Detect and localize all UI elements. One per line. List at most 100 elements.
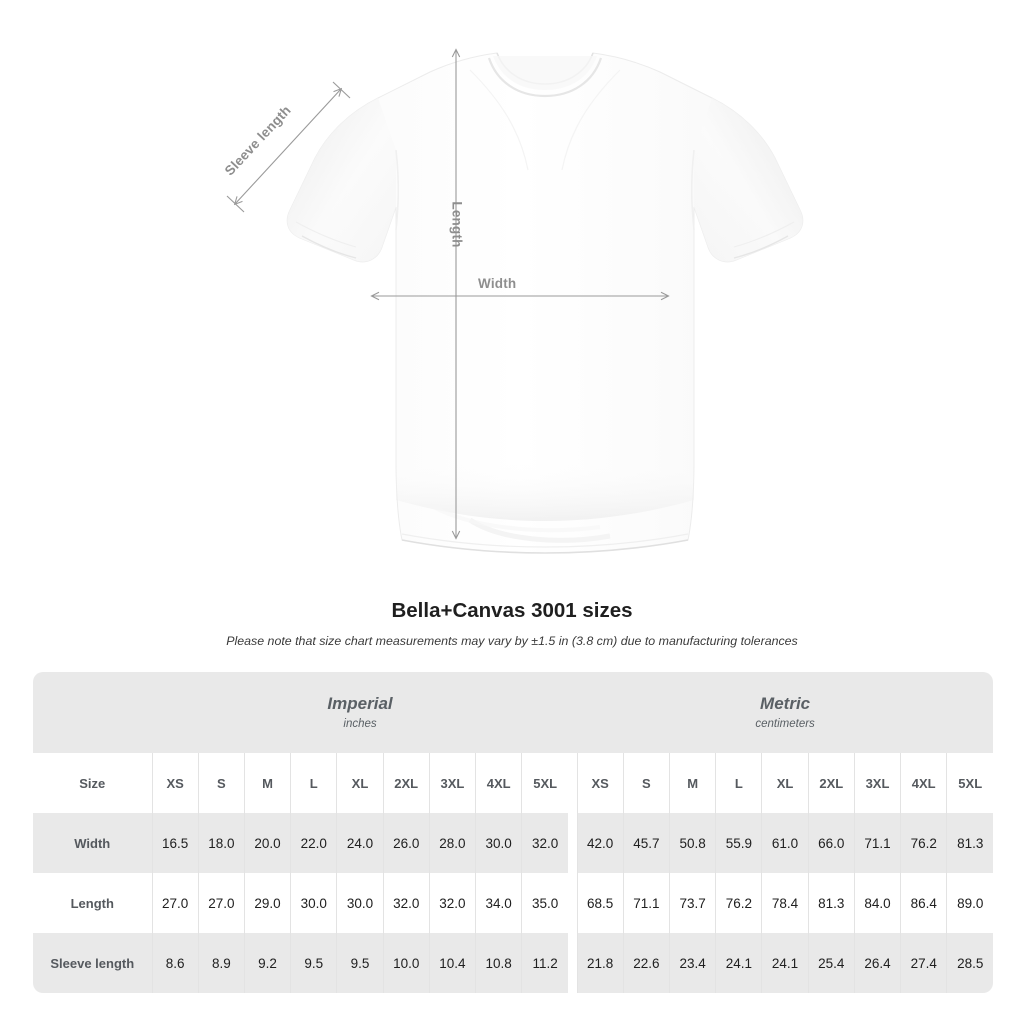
cell-width-imperial-3xl: 28.0 <box>428 813 476 873</box>
size-header-metric-2xl: 2XL <box>807 753 855 813</box>
cell-width-metric-xl: 61.0 <box>761 813 809 873</box>
cell-sleeve-length-imperial-2xl: 10.0 <box>382 933 430 993</box>
size-header-imperial-2xl: 2XL <box>382 753 430 813</box>
unit-banner-spacer <box>33 672 152 753</box>
row-gap <box>568 873 578 933</box>
size-header-metric-s: S <box>622 753 670 813</box>
cell-width-imperial-xl: 24.0 <box>336 813 384 873</box>
row-gap <box>568 813 578 873</box>
cell-length-imperial-2xl: 32.0 <box>382 873 430 933</box>
cell-sleeve-length-metric-m: 23.4 <box>668 933 716 993</box>
cell-length-metric-2xl: 81.3 <box>807 873 855 933</box>
cell-length-metric-l: 76.2 <box>715 873 762 933</box>
tolerance-note: Please note that size chart measurements… <box>226 634 798 648</box>
cell-length-metric-xs: 68.5 <box>576 873 624 933</box>
cell-width-metric-m: 50.8 <box>668 813 716 873</box>
cell-sleeve-length-metric-5xl: 28.5 <box>946 933 994 993</box>
cell-width-metric-l: 55.9 <box>715 813 762 873</box>
unit-group-name: Imperial <box>327 694 393 713</box>
cell-sleeve-length-metric-4xl: 27.4 <box>900 933 947 993</box>
row-label-length: Length <box>33 873 152 933</box>
cell-sleeve-length-metric-s: 22.6 <box>622 933 670 993</box>
unit-group-unit: centimeters <box>755 718 815 730</box>
size-header-metric-4xl: 4XL <box>900 753 947 813</box>
cell-width-imperial-m: 20.0 <box>243 813 291 873</box>
table-row: Sleeve length 8.6 8.9 9.2 9.5 9.5 10.0 10.4 10.8… <box>33 933 994 993</box>
size-header-imperial-xs: XS <box>151 753 199 813</box>
cell-length-imperial-m: 29.0 <box>243 873 291 933</box>
unit-banner-row: Imperial inches Metric centimeters <box>33 672 994 753</box>
cell-width-metric-2xl: 66.0 <box>807 813 855 873</box>
cell-length-metric-5xl: 89.0 <box>946 873 994 933</box>
size-header-gap <box>568 753 578 813</box>
unit-group-unit: inches <box>343 718 377 730</box>
length-label: Length <box>449 201 465 248</box>
sleeve-length-arrow <box>226 81 351 213</box>
cell-width-imperial-5xl: 32.0 <box>521 813 569 873</box>
size-header-imperial-xl: XL <box>336 753 384 813</box>
cell-sleeve-length-metric-xs: 21.8 <box>576 933 624 993</box>
tshirt-diagram: Sleeve length Length Width <box>222 0 804 554</box>
cell-width-imperial-xs: 16.5 <box>151 813 199 873</box>
cell-sleeve-length-imperial-m: 9.2 <box>243 933 291 993</box>
size-header-metric-3xl: 3XL <box>853 753 901 813</box>
cell-width-metric-s: 45.7 <box>622 813 670 873</box>
cell-sleeve-length-imperial-5xl: 11.2 <box>521 933 569 993</box>
cell-length-metric-4xl: 86.4 <box>900 873 947 933</box>
cell-length-imperial-4xl: 34.0 <box>475 873 522 933</box>
cell-length-imperial-3xl: 32.0 <box>428 873 476 933</box>
tshirt-body <box>286 52 804 554</box>
cell-length-imperial-xs: 27.0 <box>151 873 199 933</box>
cell-sleeve-length-metric-2xl: 25.4 <box>807 933 855 993</box>
cell-width-metric-5xl: 81.3 <box>946 813 994 873</box>
cell-sleeve-length-imperial-xs: 8.6 <box>151 933 199 993</box>
size-header-imperial-3xl: 3XL <box>428 753 476 813</box>
unit-banner-gap <box>568 672 578 753</box>
cell-sleeve-length-imperial-xl: 9.5 <box>336 933 384 993</box>
cell-length-metric-s: 71.1 <box>622 873 670 933</box>
cell-sleeve-length-imperial-3xl: 10.4 <box>428 933 476 993</box>
cell-length-imperial-5xl: 35.0 <box>521 873 569 933</box>
size-header-imperial-5xl: 5XL <box>521 753 569 813</box>
size-chart-table: Imperial inches Metric centimeters Size XS S M L… <box>33 672 994 993</box>
unit-group-imperial: Imperial inches <box>152 672 569 753</box>
page-title: Bella+Canvas 3001 sizes <box>391 599 633 622</box>
cell-length-metric-3xl: 84.0 <box>853 873 901 933</box>
cell-sleeve-length-imperial-4xl: 10.8 <box>475 933 522 993</box>
table-row: Length 27.0 27.0 29.0 30.0 30.0 32.0 32.0 34.0 35… <box>33 873 994 933</box>
row-gap <box>568 933 578 993</box>
cell-length-imperial-l: 30.0 <box>290 873 337 933</box>
size-header-imperial-s: S <box>197 753 245 813</box>
cell-sleeve-length-imperial-s: 8.9 <box>197 933 245 993</box>
size-chart-table-wrap: Imperial inches Metric centimeters Size XS S M L… <box>33 672 994 993</box>
tshirt-illustration-svg <box>226 0 804 554</box>
size-header-metric-5xl: 5XL <box>946 753 994 813</box>
cell-width-imperial-s: 18.0 <box>197 813 245 873</box>
row-label-width: Width <box>33 813 152 873</box>
row-label-sleeve-length: Sleeve length <box>33 933 152 993</box>
cell-length-imperial-xl: 30.0 <box>336 873 384 933</box>
cell-sleeve-length-metric-l: 24.1 <box>715 933 762 993</box>
cell-width-metric-xs: 42.0 <box>576 813 624 873</box>
size-header-metric-l: L <box>715 753 762 813</box>
size-header-metric-xs: XS <box>576 753 624 813</box>
size-header-imperial-m: M <box>243 753 291 813</box>
cell-sleeve-length-imperial-l: 9.5 <box>290 933 337 993</box>
size-header-imperial-l: L <box>290 753 337 813</box>
size-column-header: Size <box>33 753 152 813</box>
unit-group-metric: Metric centimeters <box>577 672 994 753</box>
size-header-metric-xl: XL <box>761 753 809 813</box>
cell-width-imperial-4xl: 30.0 <box>475 813 522 873</box>
cell-length-metric-xl: 78.4 <box>761 873 809 933</box>
size-header-metric-m: M <box>668 753 716 813</box>
chart-heading-block: Bella+Canvas 3001 sizes Please note that… <box>0 598 1024 649</box>
unit-group-name: Metric <box>760 694 811 713</box>
table-row: Width 16.5 18.0 20.0 22.0 24.0 26.0 28.0 30.0 32.… <box>33 813 994 873</box>
cell-width-metric-4xl: 76.2 <box>900 813 947 873</box>
cell-width-imperial-2xl: 26.0 <box>382 813 430 873</box>
cell-sleeve-length-metric-xl: 24.1 <box>761 933 809 993</box>
cell-sleeve-length-metric-3xl: 26.4 <box>853 933 901 993</box>
width-label: Width <box>478 276 517 291</box>
cell-width-imperial-l: 22.0 <box>290 813 337 873</box>
cell-length-metric-m: 73.7 <box>668 873 716 933</box>
